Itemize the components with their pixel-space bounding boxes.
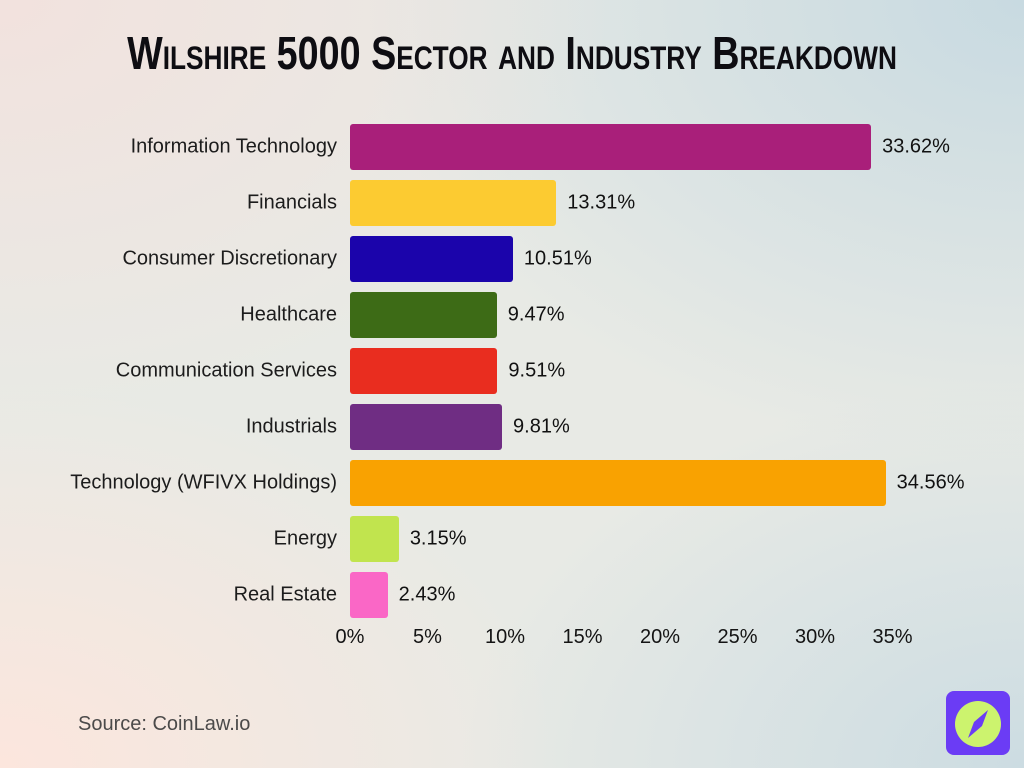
bar [350, 572, 388, 618]
category-label: Healthcare [240, 303, 337, 326]
x-tick-label: 35% [872, 626, 913, 648]
value-label: 3.15% [409, 527, 467, 550]
value-label: 13.31% [567, 191, 636, 214]
category-label: Communication Services [115, 359, 337, 382]
coinlaw-logo [946, 691, 1010, 755]
value-label: 10.51% [523, 247, 592, 270]
chart-row: Consumer Discretionary 10.51% [0, 236, 1024, 282]
source-credit: Source: CoinLaw.io [78, 713, 251, 735]
category-label: Consumer Discretionary [122, 247, 337, 270]
bar [350, 236, 513, 282]
bar [350, 124, 872, 170]
bar [350, 460, 886, 506]
compass-needle [968, 710, 988, 738]
category-label: Real Estate [233, 583, 337, 606]
x-tick-label: 0% [335, 626, 365, 648]
bar [350, 404, 503, 450]
value-label: 2.43% [398, 583, 456, 606]
bar [350, 348, 498, 394]
x-tick-label: 15% [562, 626, 603, 648]
chart-row: Healthcare 9.47% [0, 292, 1024, 338]
chart-row: Information Technology 33.62% [0, 124, 1024, 170]
x-tick-label: 5% [413, 626, 442, 648]
chart-title: Wilshire 5000 Sector and Industry Breakd… [127, 27, 897, 79]
x-tick-label: 10% [484, 626, 526, 648]
value-label: 9.47% [507, 303, 565, 326]
bar [350, 180, 557, 226]
value-label: 33.62% [882, 135, 950, 158]
category-label: Financials [246, 191, 337, 214]
chart-row: Real Estate 2.43% [0, 572, 1024, 618]
category-label: Information Technology [130, 135, 337, 158]
chart-row: Energy 3.15% [0, 516, 1024, 562]
chart-row: Communication Services 9.51% [0, 348, 1024, 394]
x-tick-label: 30% [794, 626, 836, 648]
chart-row: Technology (WFIVX Holdings) 34.56% [0, 460, 1024, 506]
x-tick-label: 20% [639, 626, 681, 648]
x-tick-label: 25% [717, 626, 758, 648]
value-label: 9.51% [508, 359, 566, 382]
chart-row: Financials 13.31% [0, 180, 1024, 226]
category-label: Energy [273, 527, 337, 550]
value-label: 9.81% [513, 415, 570, 438]
value-label: 34.56% [896, 471, 965, 494]
compass-icon [946, 691, 1010, 755]
category-label: Technology (WFIVX Holdings) [70, 471, 337, 494]
chart-row: Industrials 9.81% [0, 404, 1024, 450]
category-label: Industrials [245, 415, 337, 438]
bar [350, 516, 399, 562]
bar [350, 292, 497, 338]
